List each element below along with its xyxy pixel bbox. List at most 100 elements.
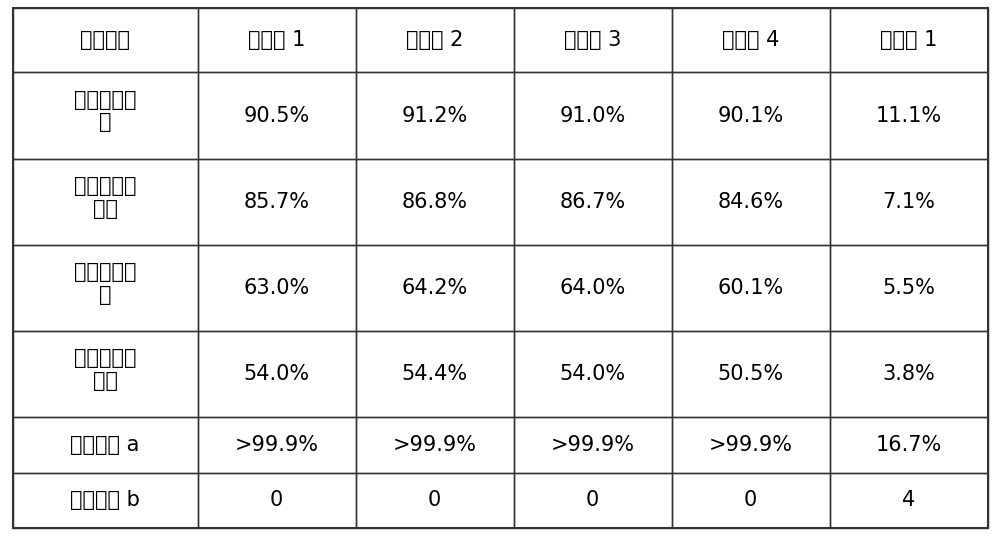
Bar <box>198 8 356 72</box>
Text: 50.5%: 50.5% <box>717 364 784 384</box>
Bar <box>356 331 514 417</box>
Text: 率: 率 <box>99 112 111 132</box>
Bar <box>830 473 988 528</box>
Bar <box>672 331 830 417</box>
Bar <box>13 159 198 245</box>
Bar <box>672 245 830 331</box>
Bar <box>198 473 356 528</box>
Bar <box>356 245 514 331</box>
Text: 0: 0 <box>744 490 757 510</box>
Text: 86.7%: 86.7% <box>559 192 626 211</box>
Bar <box>830 473 988 528</box>
Text: 64.2%: 64.2% <box>401 278 468 298</box>
Text: 91.0%: 91.0% <box>559 106 626 125</box>
Bar <box>356 72 514 159</box>
Bar <box>830 245 988 331</box>
Text: >99.9%: >99.9% <box>234 435 318 455</box>
Bar <box>672 331 830 417</box>
Bar <box>672 8 830 72</box>
Bar <box>356 245 514 331</box>
Bar <box>13 72 198 159</box>
Text: 0: 0 <box>428 490 441 510</box>
Bar <box>830 72 988 159</box>
Text: >99.9%: >99.9% <box>550 435 635 455</box>
Bar <box>830 159 988 245</box>
Text: >99.9%: >99.9% <box>708 435 792 455</box>
Bar <box>514 245 672 331</box>
Bar <box>672 473 830 528</box>
Bar <box>198 159 356 245</box>
Text: 85.7%: 85.7% <box>244 192 310 211</box>
Bar <box>13 473 198 528</box>
Bar <box>672 159 830 245</box>
Bar <box>356 417 514 473</box>
Bar <box>830 331 988 417</box>
Bar <box>830 331 988 417</box>
Text: 84.6%: 84.6% <box>717 192 784 211</box>
Bar <box>198 159 356 245</box>
Bar <box>356 8 514 72</box>
Text: 率: 率 <box>99 284 111 305</box>
Bar <box>514 72 672 159</box>
Text: 测试项目: 测试项目 <box>80 31 130 50</box>
Text: 54.0%: 54.0% <box>243 364 310 384</box>
Bar <box>514 473 672 528</box>
Text: 60.1%: 60.1% <box>717 278 784 298</box>
Bar <box>830 245 988 331</box>
Bar <box>830 159 988 245</box>
Text: 90.5%: 90.5% <box>243 106 310 125</box>
Text: 64.0%: 64.0% <box>559 278 626 298</box>
Text: 0: 0 <box>270 490 283 510</box>
Bar <box>514 8 672 72</box>
Bar <box>13 245 198 331</box>
Bar <box>13 8 198 72</box>
Bar <box>13 417 198 473</box>
Text: 90.1%: 90.1% <box>717 106 784 125</box>
Bar <box>13 245 198 331</box>
Text: 对比例 1: 对比例 1 <box>880 31 937 50</box>
Bar <box>356 159 514 245</box>
Bar <box>672 245 830 331</box>
Bar <box>830 8 988 72</box>
Text: 实施例 1: 实施例 1 <box>248 31 305 50</box>
Bar <box>672 417 830 473</box>
Text: 实施例 3: 实施例 3 <box>564 31 621 50</box>
Bar <box>514 159 672 245</box>
Bar <box>514 159 672 245</box>
Bar <box>514 417 672 473</box>
Text: 甲醛清除持: 甲醛清除持 <box>74 176 136 196</box>
Bar <box>672 159 830 245</box>
Text: 3.8%: 3.8% <box>882 364 935 384</box>
Text: 4: 4 <box>902 490 915 510</box>
Bar <box>672 473 830 528</box>
Bar <box>198 72 356 159</box>
Text: 防霉效果 b: 防霉效果 b <box>70 490 140 510</box>
Bar <box>672 8 830 72</box>
Bar <box>514 8 672 72</box>
Text: 0: 0 <box>586 490 599 510</box>
Bar <box>672 417 830 473</box>
Bar <box>514 417 672 473</box>
Bar <box>13 159 198 245</box>
Bar <box>198 8 356 72</box>
Bar <box>830 72 988 159</box>
Bar <box>514 331 672 417</box>
Bar <box>356 8 514 72</box>
Text: 86.8%: 86.8% <box>402 192 468 211</box>
Bar <box>198 417 356 473</box>
Bar <box>356 473 514 528</box>
Bar <box>830 417 988 473</box>
Bar <box>198 331 356 417</box>
Bar <box>830 417 988 473</box>
Text: 11.1%: 11.1% <box>875 106 942 125</box>
Bar <box>13 417 198 473</box>
Bar <box>13 331 198 417</box>
Text: 久性: 久性 <box>93 371 118 391</box>
Bar <box>198 245 356 331</box>
Text: 实施例 4: 实施例 4 <box>722 31 779 50</box>
Bar <box>356 473 514 528</box>
Bar <box>356 72 514 159</box>
Bar <box>356 331 514 417</box>
Bar <box>13 72 198 159</box>
Text: 16.7%: 16.7% <box>875 435 942 455</box>
